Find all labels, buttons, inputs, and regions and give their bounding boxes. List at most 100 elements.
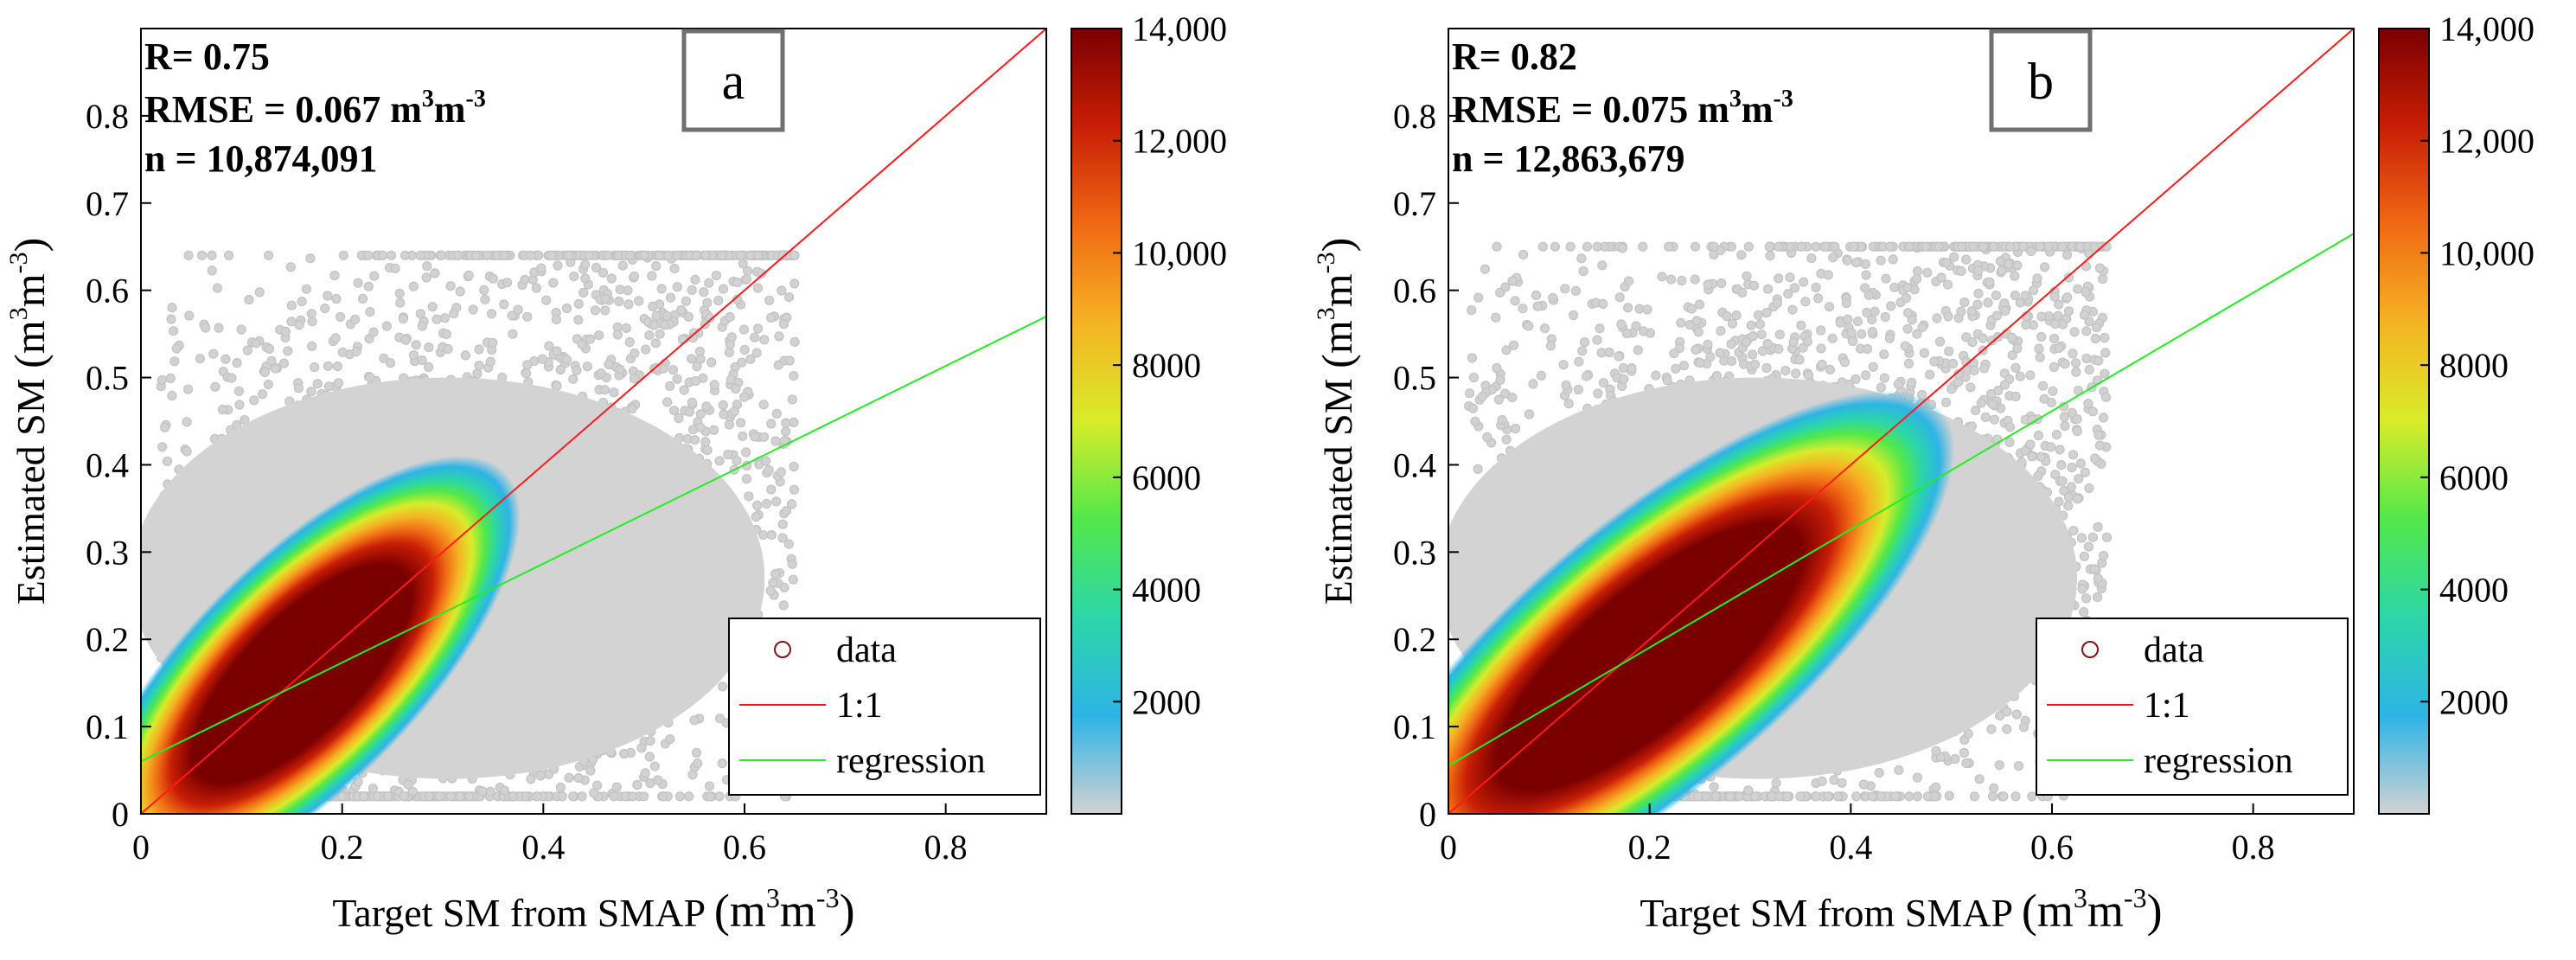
data-point (1742, 271, 1752, 281)
y-tick-label: 0.4 (86, 445, 129, 484)
data-point (254, 287, 265, 298)
data-point (1693, 327, 1703, 337)
data-point (1531, 290, 1542, 300)
data-point (2033, 470, 2043, 482)
data-point (1761, 362, 1772, 374)
data-point (359, 791, 369, 802)
data-point (561, 355, 572, 365)
data-point (445, 281, 456, 291)
data-point (1823, 791, 1833, 802)
data-point (2013, 760, 2024, 771)
data-point (2074, 473, 2084, 484)
data-point (668, 365, 679, 375)
data-point (651, 261, 662, 272)
data-point (2004, 259, 2014, 270)
data-point (1761, 307, 1772, 318)
colorbar-tick-label: 4000 (1132, 571, 1201, 610)
data-point (338, 250, 348, 260)
data-point (331, 293, 342, 304)
data-point (259, 367, 270, 377)
data-point (1579, 337, 1590, 348)
data-point (335, 311, 346, 322)
data-point (377, 250, 387, 260)
data-point (2002, 707, 2012, 717)
data-point (427, 302, 438, 312)
data-point (280, 326, 291, 336)
data-point (1772, 298, 1782, 308)
data-point (1592, 241, 1602, 252)
data-point (615, 285, 625, 295)
data-point (555, 782, 566, 793)
data-point (789, 278, 800, 289)
legend-label-regression: regression (836, 741, 986, 781)
data-point (777, 533, 788, 543)
data-point (1574, 356, 1584, 367)
data-point (263, 380, 273, 390)
data-point (644, 330, 655, 341)
data-point (1978, 333, 1988, 343)
data-point (1861, 270, 1871, 280)
data-point (2073, 284, 2083, 294)
data-point (777, 519, 788, 529)
data-point (609, 387, 619, 398)
data-point (242, 345, 252, 355)
data-point (1953, 377, 1964, 387)
data-point (502, 278, 513, 288)
data-point (1794, 355, 1805, 365)
data-point (1932, 313, 1942, 323)
data-point (1942, 279, 1953, 290)
data-point (1726, 355, 1737, 367)
data-point (705, 791, 715, 802)
data-point (764, 295, 775, 305)
data-point (2101, 532, 2113, 542)
data-point (591, 780, 603, 790)
data-point (1677, 275, 1687, 286)
data-point (2010, 391, 2021, 402)
data-point (1884, 333, 1895, 343)
data-point (2063, 501, 2074, 511)
data-point (437, 250, 447, 260)
data-point (638, 791, 649, 802)
data-point (1749, 791, 1761, 802)
data-point (1518, 249, 1529, 259)
data-point (599, 385, 610, 395)
data-point (400, 335, 411, 345)
data-point (1576, 253, 1587, 264)
data-point (2101, 392, 2112, 402)
data-point (729, 406, 739, 417)
data-point (1495, 374, 1505, 385)
data-point (1638, 241, 1648, 252)
data-point (1560, 284, 1570, 294)
data-point (499, 250, 509, 260)
data-point (699, 287, 709, 298)
data-point (2021, 319, 2031, 330)
data-point (2079, 606, 2089, 618)
x-axis-unit: (m (714, 885, 766, 937)
data-point (323, 291, 333, 301)
y-tick-label: 0.3 (86, 533, 129, 572)
data-point (1912, 273, 1922, 284)
data-point (1464, 388, 1475, 399)
data-point (1974, 774, 1985, 784)
data-point (1593, 388, 1603, 399)
data-point (472, 368, 483, 379)
data-point (439, 313, 451, 323)
data-point (365, 307, 375, 317)
data-point (788, 574, 798, 585)
colorbar (1071, 28, 1122, 815)
data-point (1762, 338, 1773, 349)
data-point (531, 283, 541, 293)
data-point (609, 791, 619, 802)
data-point (1889, 282, 1900, 292)
data-point (657, 791, 668, 802)
data-point (557, 791, 567, 802)
data-point (479, 285, 489, 295)
data-point (1986, 724, 1997, 734)
data-point (2036, 331, 2047, 342)
data-point (411, 340, 421, 350)
data-point (212, 283, 223, 293)
data-point (474, 361, 484, 371)
data-point (337, 347, 348, 357)
data-point (568, 374, 578, 384)
data-point (2080, 467, 2090, 477)
